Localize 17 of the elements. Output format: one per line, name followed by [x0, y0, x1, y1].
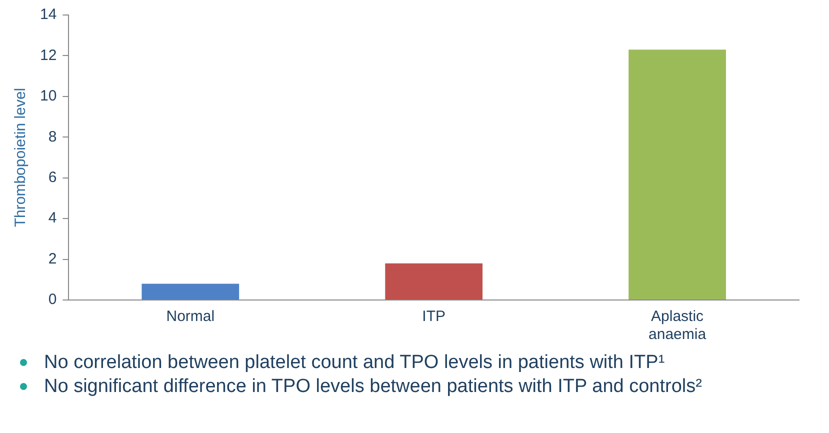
- y-tick-label: 14: [40, 6, 57, 24]
- y-tick-label: 6: [48, 169, 57, 186]
- y-tick-label: 10: [40, 88, 57, 105]
- y-tick-label: 0: [48, 291, 57, 308]
- text: No significant difference in TPO levels between patients with ITP and controls²: [44, 376, 702, 397]
- bar: [385, 263, 483, 300]
- y-tick-label: 8: [48, 128, 57, 146]
- bar: [142, 284, 240, 300]
- y-tick-label: 12: [40, 46, 57, 64]
- y-axis-title: Thrombopoietin level: [12, 88, 30, 228]
- x-tick-label: Normal: [166, 308, 215, 326]
- x-tick-label: ITP: [422, 308, 446, 326]
- y-tick-label: 4: [48, 210, 57, 227]
- bar: [628, 50, 726, 300]
- text: No correlation between platelet count and TPO levels in patients with ITP¹: [44, 352, 665, 373]
- x-tick-label: Aplastic anaemia: [648, 308, 707, 344]
- y-tick-label: 2: [48, 250, 57, 268]
